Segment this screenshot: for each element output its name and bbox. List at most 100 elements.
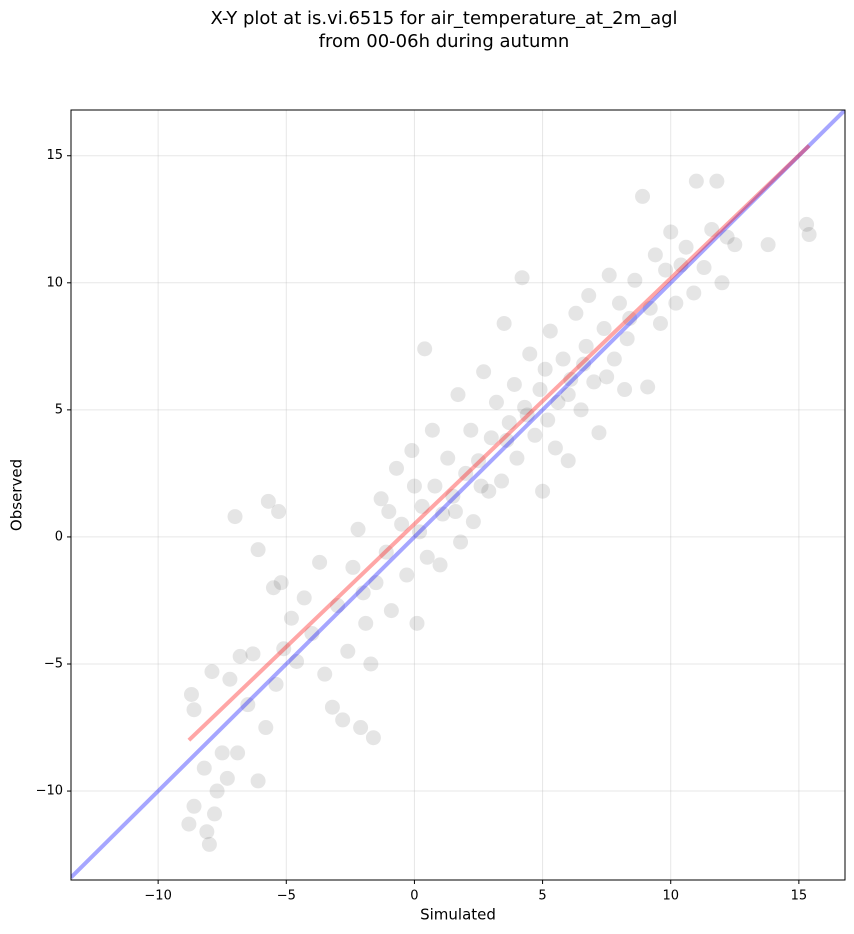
scatter-point [245, 646, 261, 662]
scatter-point [611, 295, 627, 311]
scatter-point [517, 399, 533, 415]
scatter-point [355, 585, 371, 601]
scatter-point [363, 656, 379, 672]
scatter-point [447, 504, 463, 520]
scatter-point [265, 580, 281, 596]
scatter-point [250, 542, 266, 558]
y-tick-label: 15 [46, 148, 63, 163]
scatter-point [414, 498, 430, 514]
scatter-point [622, 310, 638, 326]
scatter-point [283, 610, 299, 626]
plot-area [71, 110, 845, 879]
scatter-point [532, 382, 548, 398]
scatter-point [519, 407, 535, 423]
scatter-point [340, 643, 356, 659]
chart-subtitle: from 00-06h during autumn [319, 31, 570, 52]
scatter-point [801, 227, 817, 243]
scatter-point [617, 382, 633, 398]
scatter-point [394, 516, 410, 532]
scatter-point [563, 371, 579, 387]
y-tick-label: 10 [46, 275, 63, 290]
scatter-point [601, 267, 617, 283]
scatter-point [450, 387, 466, 403]
scatter-point [647, 247, 663, 263]
scatter-point [230, 745, 246, 761]
scatter-point [599, 369, 615, 385]
scatter-point [273, 575, 289, 591]
scatter-point [714, 275, 730, 291]
scatter-point [419, 549, 435, 565]
y-tick-label: 0 [55, 529, 63, 544]
scatter-point [453, 534, 469, 550]
scatter-point [368, 575, 384, 591]
scatter-point [635, 188, 651, 204]
scatter-point [345, 559, 361, 575]
scatter-point [727, 237, 743, 253]
scatter-point [260, 493, 276, 509]
scatter-point [494, 473, 510, 489]
scatter-point [432, 557, 448, 573]
scatter-point [627, 272, 643, 288]
scatter-point [619, 331, 635, 347]
x-axis-label: Simulated [420, 906, 496, 924]
fit-line [187, 144, 811, 742]
scatter-point [412, 524, 428, 540]
scatter-point [232, 648, 248, 664]
x-tick-label: 10 [662, 889, 679, 904]
scatter-point [365, 730, 381, 746]
scatter-point [335, 712, 351, 728]
scatter-point [481, 483, 497, 499]
scatter-point [227, 509, 243, 525]
scatter-point [606, 351, 622, 367]
scatter-point [688, 173, 704, 189]
scatter-point [222, 671, 238, 687]
scatter-point [312, 554, 328, 570]
scatter-point [501, 415, 517, 431]
scatter-point [378, 544, 394, 560]
scatter-point [406, 478, 422, 494]
scatter-point [373, 491, 389, 507]
chart-title: X-Y plot at is.vi.6515 for air_temperatu… [210, 8, 677, 29]
scatter-point [509, 450, 525, 466]
scatter-point [258, 720, 274, 736]
scatter-point [696, 260, 712, 276]
scatter-point [383, 603, 399, 619]
scatter-point [642, 300, 658, 316]
scatter-point [181, 816, 197, 832]
scatter-point [673, 257, 689, 273]
scatter-point [658, 262, 674, 278]
scatter-point [445, 488, 461, 504]
scatter-point [476, 364, 492, 380]
scatter-point [537, 361, 553, 377]
y-tick-label: −10 [36, 784, 63, 799]
scatter-point [209, 783, 225, 799]
scatter-point [547, 440, 563, 456]
scatter-point [709, 173, 725, 189]
scatter-point [499, 432, 515, 448]
scatter-point [399, 567, 415, 583]
scatter-point [540, 412, 556, 428]
scatter-point [668, 295, 684, 311]
scatter-point [186, 798, 202, 814]
scatter-point [560, 387, 576, 403]
scatter-point [488, 394, 504, 410]
scatter-point [240, 697, 256, 713]
x-tick-label: −10 [144, 889, 171, 904]
scatter-point [719, 229, 735, 245]
scatter-point [435, 506, 451, 522]
scatter-point [207, 806, 223, 822]
scatter-point [591, 425, 607, 441]
scatter-point [196, 760, 212, 776]
scatter-point [214, 745, 230, 761]
scatter-point [483, 430, 499, 446]
scatter-point [652, 315, 668, 331]
scatter-point [381, 504, 397, 520]
scatter-point [417, 341, 433, 357]
scatter-point [271, 504, 287, 520]
scatter-point [550, 394, 566, 410]
scatter-point [542, 323, 558, 339]
scatter-point [686, 285, 702, 301]
scatter-point [250, 773, 266, 789]
